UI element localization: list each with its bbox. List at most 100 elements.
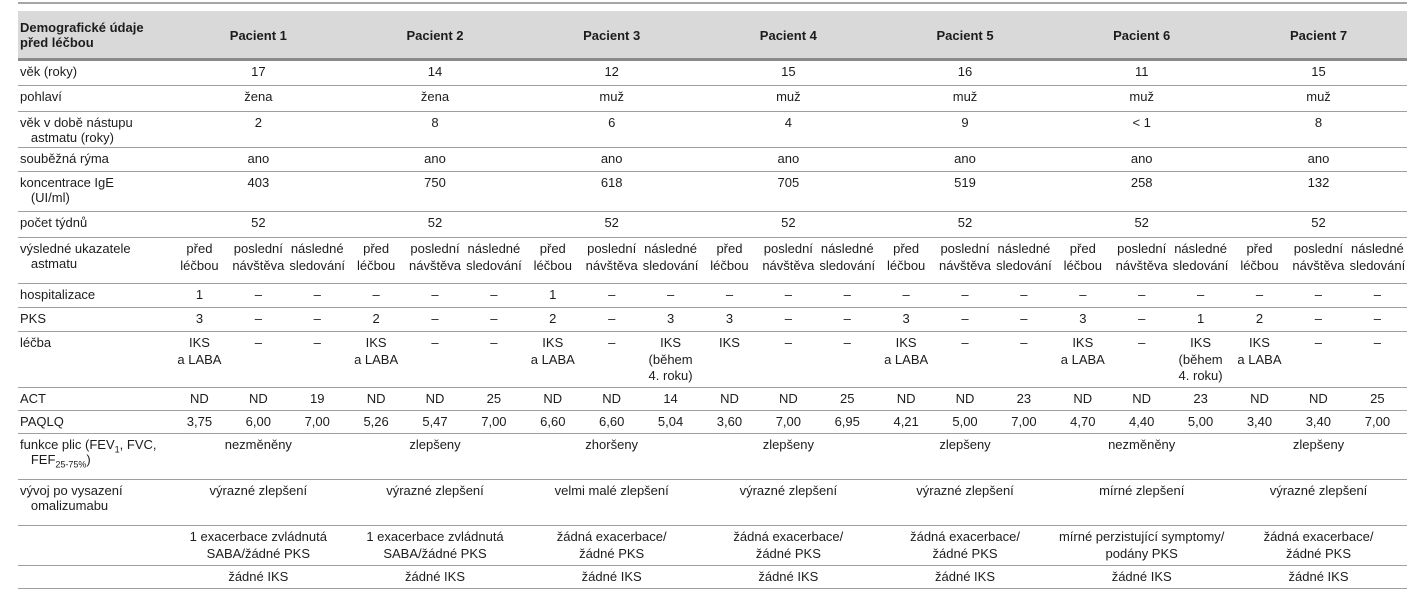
table-row-vysledne-ukazatele: výsledné ukazatele astmatu před léčbou pos… [18, 238, 1407, 284]
row-label [18, 566, 170, 589]
cell-hospitalizace: – [490, 287, 498, 302]
sub-header-cell: následné sledování [996, 241, 1052, 273]
cell-vek-nastupu: 2 [254, 115, 262, 130]
cell-lecba: IKS a LABA [1237, 335, 1282, 367]
cell-lecba: – [608, 335, 616, 350]
table-row-zadne-iks: žádné IKS žádné IKS žádné IKS žádné IKS žádn… [18, 566, 1407, 589]
cell-vek-nastupu: < 1 [1132, 115, 1151, 130]
cell-act: ND [720, 391, 739, 406]
cell-lecba: IKS a LABA [354, 335, 399, 367]
cell-pohlavi: muž [776, 89, 801, 104]
cell-soubezna-ryma: ano [777, 151, 800, 166]
cell-pocet-tydnu: 52 [781, 215, 796, 230]
table-row-vek: věk (roky) 17 14 12 15 16 11 15 [18, 60, 1407, 86]
cell-act: ND [1308, 391, 1328, 406]
cell-koncentrace-ige: 618 [600, 175, 623, 190]
cell-paqlq: 5,26 [363, 414, 389, 429]
cell-hospitalizace: – [1079, 287, 1087, 302]
cell-hospitalizace: – [1020, 287, 1028, 302]
cell-paqlq: 6,60 [540, 414, 566, 429]
cell-koncentrace-ige: 519 [954, 175, 976, 190]
cell-act: ND [955, 391, 975, 406]
table-row-paqlq: PAQLQ 3,75 6,00 7,00 5,26 5,47 7,00 6,60 6,60 5,0… [18, 411, 1407, 434]
label-text: FEF [20, 452, 56, 467]
cell-hospitalizace: – [666, 287, 675, 302]
cell-pks: – [1373, 311, 1382, 326]
cell-hospitalizace: – [608, 287, 616, 302]
cell-vek-nastupu: 8 [1314, 115, 1323, 130]
table-row-pohlavi: pohlaví žena žena muž muž muž muž muž [18, 86, 1407, 112]
row-label: PAQLQ [20, 414, 64, 429]
cell-soubezna-ryma: ano [1130, 151, 1153, 166]
row-label: věk v době nástupu astmatu (roky) [20, 115, 133, 145]
cell-vek: 16 [957, 64, 973, 79]
cell-act: ND [778, 391, 798, 406]
cell-pocet-tydnu: 52 [604, 215, 619, 230]
cell-vyvoj-po-vysazeni: výrazné zlepšení [209, 483, 308, 498]
row-label: souběžná rýma [20, 151, 109, 166]
cell-funkce-plic: zlepšeny [409, 437, 461, 452]
cell-hospitalizace: – [1255, 287, 1264, 302]
sub-header-cell: poslední návštěva [1115, 241, 1168, 273]
label-text: , FVC, [119, 437, 157, 452]
cell-exacerbace: 1 exacerbace zvládnutá SABA/žádné PKS [366, 529, 504, 561]
cell-zadne-iks: žádné IKS [935, 569, 996, 584]
cell-funkce-plic: zhoršeny [585, 437, 639, 452]
cell-exacerbace: mírné perzistující symptomy/ podány PKS [1058, 529, 1225, 561]
cell-vek-nastupu: 8 [431, 115, 439, 130]
sub-header-cell: následné sledování [819, 241, 876, 273]
table-top-rule [18, 2, 1407, 4]
sub-header-cell: následné sledování [642, 241, 699, 273]
cell-pks: 3 [195, 311, 204, 326]
cell-paqlq: 7,00 [775, 414, 801, 429]
table-row-lecba: léčba IKS a LABA – – IKS a LABA – – IKS a LABA –… [18, 332, 1407, 388]
cell-lecba: IKS (během 4. roku) [648, 335, 693, 384]
cell-zadne-iks: žádné IKS [1288, 569, 1349, 584]
cell-koncentrace-ige: 132 [1307, 175, 1330, 190]
cell-pocet-tydnu: 52 [1311, 215, 1326, 230]
cell-soubezna-ryma: ano [247, 151, 270, 166]
cell-pks: – [1314, 311, 1322, 326]
cell-paqlq: 5,47 [422, 414, 448, 429]
cell-pks: – [784, 311, 792, 326]
cell-lecba: – [1373, 335, 1382, 350]
cell-vyvoj-po-vysazeni: mírné zlepšení [1099, 483, 1185, 498]
cell-hospitalizace: – [1138, 287, 1146, 302]
row-label: výsledné ukazatele astmatu [20, 241, 131, 271]
cell-act: ND [602, 391, 622, 406]
cell-exacerbace: žádná exacerbace/ žádné PKS [733, 529, 844, 561]
cell-lecba: IKS a LABA [1060, 335, 1105, 367]
row-label: vývoj po vysazení omalizumabu [20, 483, 123, 513]
sub-header-cell: následné sledování [466, 241, 522, 273]
cell-vek: 14 [427, 64, 443, 79]
sub-header-cell: poslední návštěva [585, 241, 638, 273]
cell-lecba: IKS a LABA [177, 335, 222, 367]
cell-pocet-tydnu: 52 [251, 215, 266, 230]
cell-funkce-plic: zlepšeny [939, 437, 991, 452]
row-label: hospitalizace [20, 287, 96, 302]
cell-zadne-iks: žádné IKS [228, 569, 289, 584]
cell-hospitalizace: – [1314, 287, 1322, 302]
table-row-exacerbace: 1 exacerbace zvládnutá SABA/žádné PKS 1 e… [18, 526, 1407, 566]
cell-lecba: – [1138, 335, 1146, 350]
cell-funkce-plic: nezměněny [1108, 437, 1176, 452]
sub-header-cell: poslední návštěva [762, 241, 815, 273]
table-row-funkce-plic: funkce plic (FEV1, FVC, FEF25-75%) nezměn… [18, 434, 1407, 480]
cell-hospitalizace: – [1196, 287, 1205, 302]
cell-pks: 1 [1196, 311, 1205, 326]
cell-paqlq: 3,75 [186, 414, 213, 429]
subscript-text: 1 [114, 444, 120, 455]
corner-header: Demografické údaje před léčbou [18, 11, 170, 60]
table-row-act: ACT ND ND 19 ND ND 25 ND ND 14 ND ND 25 ND ND 23 ND ND 23 N… [18, 388, 1407, 411]
cell-act: 23 [1193, 391, 1208, 406]
cell-vek-nastupu: 6 [608, 115, 616, 130]
cell-paqlq: 3,40 [1246, 414, 1273, 429]
subscript-text: 25-75% [55, 459, 87, 470]
cell-hospitalizace: – [843, 287, 851, 302]
cell-hospitalizace: 1 [195, 287, 204, 302]
patient-header: Pacient 2 [346, 11, 524, 60]
cell-pks: – [608, 311, 616, 326]
cell-lecba: – [431, 335, 439, 350]
